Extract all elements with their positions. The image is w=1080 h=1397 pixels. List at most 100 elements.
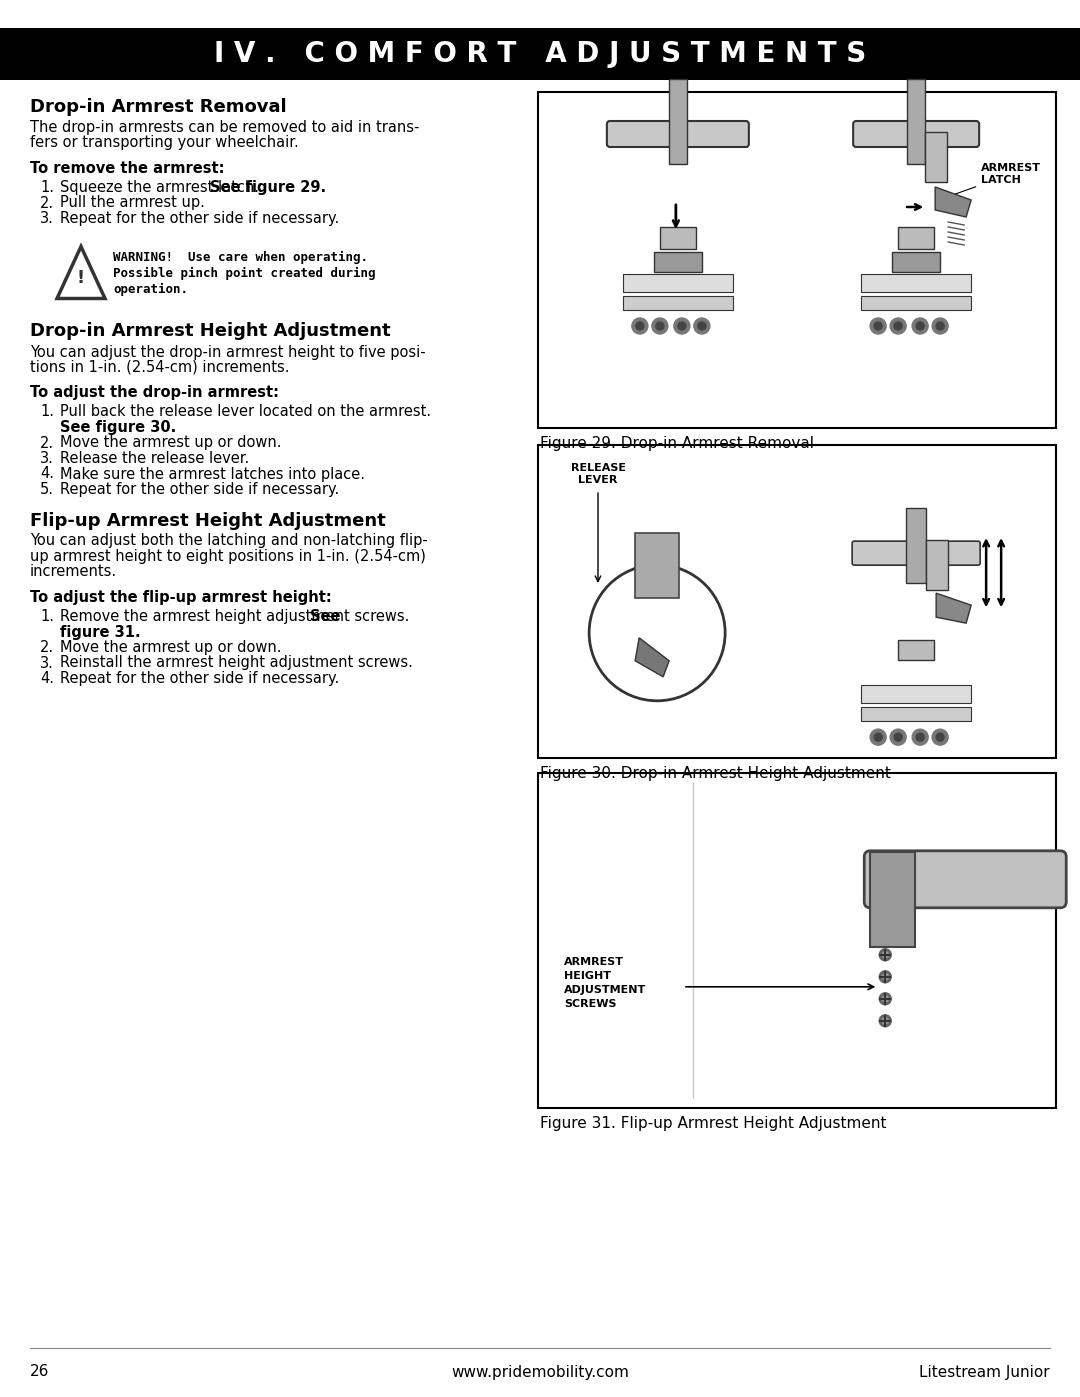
Text: 3.: 3. (40, 211, 54, 226)
Text: ARMREST
HEIGHT
ADJUSTMENT
SCREWS: ARMREST HEIGHT ADJUSTMENT SCREWS (564, 957, 646, 1009)
Text: 4.: 4. (40, 671, 54, 686)
Circle shape (882, 996, 888, 1002)
Text: Repeat for the other side if necessary.: Repeat for the other side if necessary. (60, 671, 339, 686)
Text: Move the armrest up or down.: Move the armrest up or down. (60, 436, 282, 450)
Circle shape (879, 993, 891, 1004)
Circle shape (693, 319, 710, 334)
Circle shape (674, 319, 690, 334)
Circle shape (656, 321, 664, 330)
Circle shape (874, 733, 882, 742)
Text: 1.: 1. (40, 180, 54, 196)
Text: Possible pinch point created during: Possible pinch point created during (113, 267, 376, 279)
Text: operation.: operation. (113, 282, 188, 296)
Text: To remove the armrest:: To remove the armrest: (30, 161, 225, 176)
Text: 1.: 1. (40, 609, 54, 624)
Circle shape (652, 319, 667, 334)
Bar (538, 773, 1056, 1108)
Bar (861, 296, 971, 310)
Bar (899, 226, 934, 249)
Text: Litestream Junior: Litestream Junior (919, 1365, 1050, 1379)
FancyBboxPatch shape (853, 122, 980, 147)
Circle shape (882, 974, 888, 979)
Circle shape (879, 949, 891, 961)
Bar (538, 92, 1056, 427)
Circle shape (890, 729, 906, 745)
Text: The drop-in armrests can be removed to aid in trans-: The drop-in armrests can be removed to a… (30, 120, 419, 136)
Bar (861, 685, 971, 703)
Circle shape (632, 319, 648, 334)
Text: Drop-in Armrest Height Adjustment: Drop-in Armrest Height Adjustment (30, 323, 391, 341)
Polygon shape (635, 638, 670, 676)
Bar (660, 226, 696, 249)
Circle shape (916, 733, 924, 742)
Text: 26: 26 (30, 1365, 50, 1379)
Circle shape (890, 319, 906, 334)
Bar (870, 852, 915, 947)
Bar (653, 251, 702, 272)
Text: www.pridemobility.com: www.pridemobility.com (451, 1365, 629, 1379)
Text: See figure 29.: See figure 29. (210, 180, 326, 196)
Circle shape (874, 321, 882, 330)
Text: RELEASE
LEVER: RELEASE LEVER (570, 462, 625, 485)
Circle shape (590, 564, 725, 701)
Bar (538, 446, 1056, 759)
Bar (926, 131, 947, 182)
Text: To adjust the flip-up armrest height:: To adjust the flip-up armrest height: (30, 590, 332, 605)
Bar (861, 707, 971, 721)
Text: Repeat for the other side if necessary.: Repeat for the other side if necessary. (60, 211, 339, 226)
Bar (907, 80, 926, 163)
Circle shape (879, 971, 891, 983)
Circle shape (698, 321, 706, 330)
Polygon shape (936, 594, 971, 623)
Text: ARMREST
LATCH: ARMREST LATCH (949, 163, 1041, 196)
FancyBboxPatch shape (864, 851, 1066, 908)
Bar (892, 251, 940, 272)
Text: You can adjust both the latching and non-latching flip-: You can adjust both the latching and non… (30, 534, 428, 549)
Bar (906, 509, 927, 583)
Text: See figure 30.: See figure 30. (60, 420, 176, 434)
Text: To adjust the drop-in armrest:: To adjust the drop-in armrest: (30, 386, 279, 401)
Text: 3.: 3. (40, 451, 54, 467)
Circle shape (894, 321, 902, 330)
Text: Move the armrest up or down.: Move the armrest up or down. (60, 640, 282, 655)
Circle shape (932, 729, 948, 745)
Circle shape (879, 1014, 891, 1027)
Bar (861, 274, 971, 292)
Text: Pull back the release lever located on the armrest.: Pull back the release lever located on t… (60, 405, 431, 419)
FancyBboxPatch shape (607, 122, 748, 147)
Text: increments.: increments. (30, 564, 117, 580)
Polygon shape (935, 187, 971, 217)
Text: Make sure the armrest latches into place.: Make sure the armrest latches into place… (60, 467, 365, 482)
Circle shape (870, 319, 886, 334)
Bar (0, 28, 1080, 80)
Text: Figure 31. Flip-up Armrest Height Adjustment: Figure 31. Flip-up Armrest Height Adjust… (540, 1116, 887, 1132)
Text: You can adjust the drop-in armrest height to five posi-: You can adjust the drop-in armrest heigh… (30, 345, 426, 359)
Text: Release the release lever.: Release the release lever. (60, 451, 249, 467)
Text: Drop-in Armrest Removal: Drop-in Armrest Removal (30, 98, 286, 116)
Circle shape (936, 733, 944, 742)
Text: See: See (310, 609, 340, 624)
Text: Remove the armrest height adjustment screws.: Remove the armrest height adjustment scr… (60, 609, 414, 624)
Text: I V .   C O M F O R T   A D J U S T M E N T S: I V . C O M F O R T A D J U S T M E N T … (214, 41, 866, 68)
Text: tions in 1-in. (2.54-cm) increments.: tions in 1-in. (2.54-cm) increments. (30, 360, 289, 374)
Circle shape (882, 951, 888, 958)
Text: Squeeze the armrest latch.: Squeeze the armrest latch. (60, 180, 264, 196)
FancyBboxPatch shape (852, 541, 981, 566)
Circle shape (913, 729, 928, 745)
Circle shape (913, 319, 928, 334)
Text: 4.: 4. (40, 467, 54, 482)
Text: Flip-up Armrest Height Adjustment: Flip-up Armrest Height Adjustment (30, 511, 386, 529)
Circle shape (932, 319, 948, 334)
Text: Figure 29. Drop-in Armrest Removal: Figure 29. Drop-in Armrest Removal (540, 436, 814, 451)
Polygon shape (57, 246, 105, 299)
Text: 1.: 1. (40, 405, 54, 419)
Text: 3.: 3. (40, 655, 54, 671)
Bar (623, 274, 733, 292)
Text: 2.: 2. (40, 640, 54, 655)
Text: figure 31.: figure 31. (60, 624, 140, 640)
Text: 2.: 2. (40, 196, 54, 211)
Bar (623, 296, 733, 310)
Circle shape (894, 733, 902, 742)
Text: WARNING!  Use care when operating.: WARNING! Use care when operating. (113, 250, 368, 264)
Text: !: ! (77, 270, 85, 286)
